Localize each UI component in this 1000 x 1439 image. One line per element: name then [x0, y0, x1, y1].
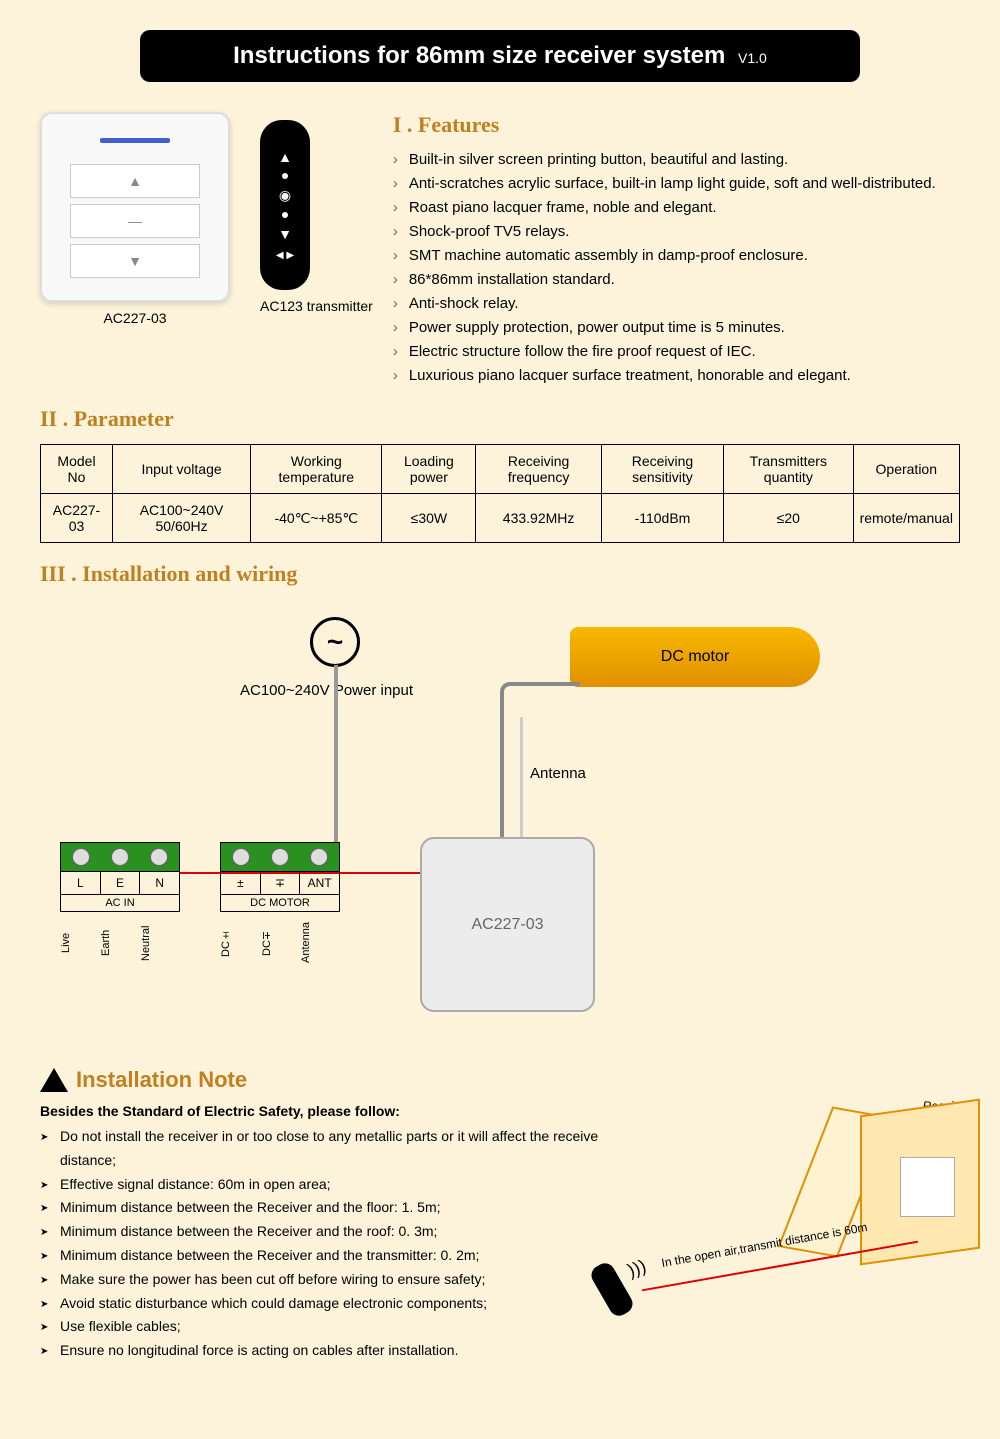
document-title: Instructions for 86mm size receiver syst… [233, 42, 725, 69]
install-item: Do not install the receiver in or too cl… [40, 1125, 600, 1173]
install-item: Use flexible cables; [40, 1315, 600, 1339]
install-note-heading: Installation Note [40, 1067, 960, 1093]
table-cell: AC100~240V 50/60Hz [112, 494, 250, 543]
wiring-heading: III . Installation and wiring [40, 561, 1000, 587]
version-label: V1.0 [738, 50, 767, 66]
table-cell: ≤30W [382, 494, 476, 543]
up-icon: ▲ [70, 164, 200, 198]
receiver-back-illustration: AC227-03 [420, 837, 595, 1012]
table-header: Input voltage [112, 445, 250, 494]
table-cell: AC227-03 [41, 494, 113, 543]
wall-switch-illustration: ▲ — ▼ [40, 112, 230, 302]
feature-item: SMT machine automatic assembly in damp-p… [393, 244, 970, 268]
table-cell: 433.92MHz [476, 494, 601, 543]
install-item: Minimum distance between the Receiver an… [40, 1244, 600, 1268]
down-icon: ▼ [70, 244, 200, 278]
features-list: Built-in silver screen printing button, … [393, 148, 970, 388]
power-source-icon [310, 617, 360, 667]
table-cell: ≤20 [724, 494, 853, 543]
wall-switch-label: AC227-03 [40, 310, 230, 326]
dc-motor-terminal: ± ∓ ANT DC MOTOR DC± DC∓ Antenna [220, 842, 340, 968]
install-list: Do not install the receiver in or too cl… [40, 1125, 600, 1363]
feature-item: Power supply protection, power output ti… [393, 316, 970, 340]
install-item: Ensure no longitudinal force is acting o… [40, 1339, 600, 1363]
dc-motor-illustration: DC motor [570, 627, 820, 687]
feature-item: Shock-proof TV5 relays. [393, 220, 970, 244]
feature-item: Luxurious piano lacquer surface treatmen… [393, 364, 970, 388]
install-item: Avoid static disturbance which could dam… [40, 1292, 600, 1316]
table-cell: -40℃~+85℃ [251, 494, 382, 543]
warning-icon [40, 1068, 68, 1092]
antenna-label: Antenna [530, 765, 586, 782]
table-header: Model No [41, 445, 113, 494]
install-item: Make sure the power has been cut off bef… [40, 1268, 600, 1292]
document-title-bar: Instructions for 86mm size receiver syst… [140, 30, 860, 82]
transmit-distance-diagram: Receiver In the open air,transmit distan… [600, 1107, 980, 1327]
feature-item: Built-in silver screen printing button, … [393, 148, 970, 172]
feature-item: Roast piano lacquer frame, noble and ele… [393, 196, 970, 220]
stop-icon: — [70, 204, 200, 238]
remote-label: AC123 transmitter [260, 298, 373, 314]
table-header: Loading power [382, 445, 476, 494]
install-item: Minimum distance between the Receiver an… [40, 1196, 600, 1220]
wiring-diagram: AC100~240V Power input DC motor Antenna … [40, 607, 960, 1027]
table-header: Transmitters quantity [724, 445, 853, 494]
feature-item: Electric structure follow the fire proof… [393, 340, 970, 364]
parameter-table: Model No Input voltage Working temperatu… [40, 444, 960, 543]
remote-illustration: ▲◉▼ ◀ ▶ [260, 120, 310, 290]
table-header: Operation [853, 445, 959, 494]
features-heading: I . Features [393, 112, 970, 138]
table-header: Receiving sensitivity [601, 445, 723, 494]
power-input-label: AC100~240V Power input [240, 682, 413, 699]
install-item: Minimum distance between the Receiver an… [40, 1220, 600, 1244]
parameter-heading: II . Parameter [40, 406, 1000, 432]
feature-item: Anti-scratches acrylic surface, built-in… [393, 172, 970, 196]
table-header: Working temperature [251, 445, 382, 494]
feature-item: Anti-shock relay. [393, 292, 970, 316]
table-cell: remote/manual [853, 494, 959, 543]
feature-item: 86*86mm installation standard. [393, 268, 970, 292]
remote-product: ▲◉▼ ◀ ▶ AC123 transmitter [260, 112, 373, 314]
signal-waves-icon: ))) [625, 1256, 649, 1282]
table-header: Receiving frequency [476, 445, 601, 494]
ac-in-terminal: L E N AC IN Live Earth Neutral [60, 842, 180, 968]
table-cell: -110dBm [601, 494, 723, 543]
install-item: Effective signal distance: 60m in open a… [40, 1173, 600, 1197]
wall-switch-product: ▲ — ▼ AC227-03 [40, 112, 230, 326]
